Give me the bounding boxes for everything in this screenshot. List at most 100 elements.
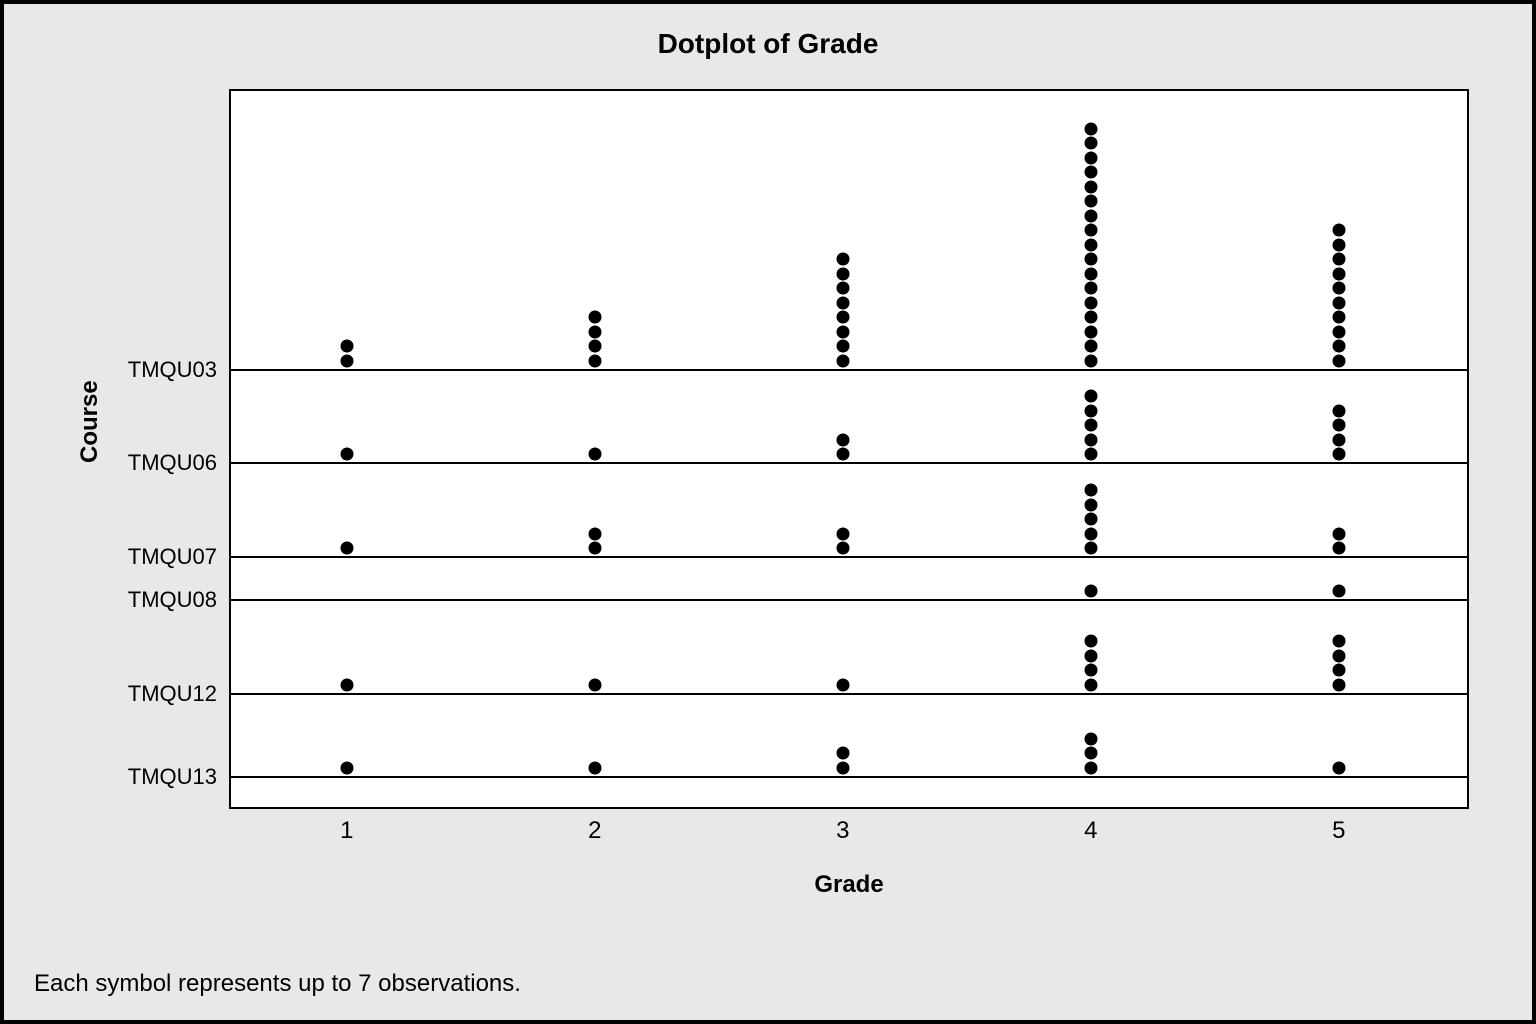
dot-marker bbox=[1084, 296, 1097, 309]
dot-marker bbox=[588, 527, 601, 540]
y-tick-label: TMQU03 bbox=[4, 357, 217, 383]
dot-marker bbox=[1084, 224, 1097, 237]
dot-marker bbox=[588, 761, 601, 774]
dot-marker bbox=[1084, 311, 1097, 324]
dot-marker bbox=[1332, 585, 1345, 598]
dot-marker bbox=[1332, 542, 1345, 555]
dot-marker bbox=[1084, 404, 1097, 417]
dot-marker bbox=[1084, 747, 1097, 760]
dot-marker bbox=[588, 354, 601, 367]
dot-marker bbox=[1332, 253, 1345, 266]
dot-marker bbox=[1084, 484, 1097, 497]
dot-marker bbox=[1084, 137, 1097, 150]
dot-marker bbox=[1332, 238, 1345, 251]
dot-marker bbox=[340, 761, 353, 774]
x-tick-label: 4 bbox=[1084, 817, 1097, 845]
dot-marker bbox=[1332, 404, 1345, 417]
dot-marker bbox=[1084, 325, 1097, 338]
dot-marker bbox=[1084, 253, 1097, 266]
dot-marker bbox=[1332, 761, 1345, 774]
dot-marker bbox=[1332, 448, 1345, 461]
dot-marker bbox=[836, 325, 849, 338]
category-baseline bbox=[229, 556, 1469, 558]
dot-marker bbox=[1332, 311, 1345, 324]
dot-marker bbox=[1332, 267, 1345, 280]
dot-marker bbox=[1332, 664, 1345, 677]
dot-marker bbox=[1332, 635, 1345, 648]
chart-footnote: Each symbol represents up to 7 observati… bbox=[34, 970, 521, 998]
dot-marker bbox=[1332, 340, 1345, 353]
dot-marker bbox=[1084, 635, 1097, 648]
y-tick-label: TMQU06 bbox=[4, 450, 217, 476]
dot-marker bbox=[1084, 761, 1097, 774]
y-tick-label: TMQU12 bbox=[4, 681, 217, 707]
dot-marker bbox=[340, 678, 353, 691]
dot-marker bbox=[1084, 732, 1097, 745]
dot-marker bbox=[1084, 151, 1097, 164]
y-tick-label: TMQU08 bbox=[4, 587, 217, 613]
dot-marker bbox=[1084, 282, 1097, 295]
dot-marker bbox=[1084, 209, 1097, 222]
dot-marker bbox=[588, 340, 601, 353]
dot-marker bbox=[1332, 296, 1345, 309]
dot-marker bbox=[836, 311, 849, 324]
dot-marker bbox=[1332, 325, 1345, 338]
dot-marker bbox=[1084, 267, 1097, 280]
dot-marker bbox=[1084, 354, 1097, 367]
dot-marker bbox=[836, 296, 849, 309]
x-axis-label: Grade bbox=[229, 871, 1469, 899]
dot-marker bbox=[340, 448, 353, 461]
dot-marker bbox=[1084, 166, 1097, 179]
dot-marker bbox=[836, 267, 849, 280]
dot-marker bbox=[1084, 678, 1097, 691]
dot-marker bbox=[588, 325, 601, 338]
y-tick-label: TMQU13 bbox=[4, 764, 217, 790]
dot-marker bbox=[836, 448, 849, 461]
category-baseline bbox=[229, 776, 1469, 778]
dot-marker bbox=[836, 340, 849, 353]
chart-frame: Dotplot of Grade Course Grade Each symbo… bbox=[0, 0, 1536, 1024]
dot-marker bbox=[836, 678, 849, 691]
dot-marker bbox=[1084, 542, 1097, 555]
dot-marker bbox=[1084, 448, 1097, 461]
dot-marker bbox=[1332, 649, 1345, 662]
dot-marker bbox=[1332, 419, 1345, 432]
dot-marker bbox=[1332, 433, 1345, 446]
dot-marker bbox=[1084, 498, 1097, 511]
dot-marker bbox=[1332, 527, 1345, 540]
category-baseline bbox=[229, 693, 1469, 695]
plot-area bbox=[229, 89, 1469, 809]
dot-marker bbox=[1084, 433, 1097, 446]
dot-marker bbox=[1084, 527, 1097, 540]
y-tick-label: TMQU07 bbox=[4, 544, 217, 570]
dot-marker bbox=[1084, 180, 1097, 193]
dot-marker bbox=[1084, 419, 1097, 432]
dot-marker bbox=[1084, 195, 1097, 208]
dot-marker bbox=[1084, 664, 1097, 677]
dot-marker bbox=[836, 354, 849, 367]
dot-marker bbox=[1084, 390, 1097, 403]
dot-marker bbox=[588, 678, 601, 691]
dot-marker bbox=[1084, 585, 1097, 598]
dot-marker bbox=[588, 311, 601, 324]
dot-marker bbox=[836, 433, 849, 446]
chart-title: Dotplot of Grade bbox=[4, 28, 1532, 60]
dot-marker bbox=[588, 542, 601, 555]
dot-marker bbox=[340, 542, 353, 555]
dot-marker bbox=[836, 253, 849, 266]
dot-marker bbox=[1084, 649, 1097, 662]
dot-marker bbox=[836, 282, 849, 295]
dot-marker bbox=[836, 761, 849, 774]
dot-marker bbox=[1332, 224, 1345, 237]
x-tick-label: 1 bbox=[340, 817, 353, 845]
dot-marker bbox=[1332, 678, 1345, 691]
dot-marker bbox=[1084, 340, 1097, 353]
x-tick-label: 2 bbox=[588, 817, 601, 845]
dot-marker bbox=[588, 448, 601, 461]
x-tick-label: 5 bbox=[1332, 817, 1345, 845]
dot-marker bbox=[1332, 282, 1345, 295]
dot-marker bbox=[1084, 238, 1097, 251]
category-baseline bbox=[229, 462, 1469, 464]
dot-marker bbox=[1084, 513, 1097, 526]
dot-marker bbox=[340, 340, 353, 353]
